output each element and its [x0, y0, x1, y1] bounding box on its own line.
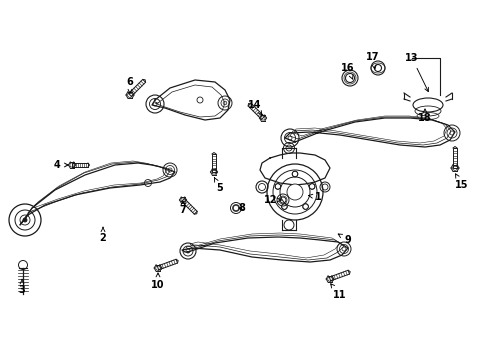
Polygon shape	[289, 117, 450, 145]
Circle shape	[275, 184, 280, 189]
Text: 6: 6	[126, 77, 133, 93]
Polygon shape	[182, 237, 347, 262]
Text: 15: 15	[454, 174, 468, 190]
Circle shape	[281, 204, 286, 210]
Polygon shape	[20, 163, 175, 225]
Polygon shape	[128, 80, 145, 96]
Text: 12: 12	[264, 195, 281, 205]
Polygon shape	[28, 162, 170, 213]
Polygon shape	[185, 235, 343, 260]
Text: 17: 17	[366, 52, 379, 69]
Text: 18: 18	[417, 109, 431, 123]
Circle shape	[292, 171, 297, 177]
Polygon shape	[247, 103, 264, 120]
Polygon shape	[152, 80, 229, 120]
Polygon shape	[72, 163, 88, 167]
Polygon shape	[328, 270, 349, 281]
Text: 9: 9	[338, 234, 351, 245]
Text: 7: 7	[179, 201, 186, 215]
Text: 5: 5	[214, 177, 223, 193]
Polygon shape	[285, 118, 454, 147]
Polygon shape	[181, 199, 197, 214]
Text: 4: 4	[54, 160, 68, 170]
Polygon shape	[293, 116, 446, 143]
Circle shape	[23, 218, 27, 222]
Polygon shape	[260, 153, 329, 185]
Polygon shape	[157, 259, 177, 270]
Text: 1: 1	[308, 192, 321, 202]
Text: 8: 8	[238, 203, 245, 213]
Polygon shape	[32, 161, 167, 208]
Polygon shape	[190, 233, 339, 258]
Text: 14: 14	[248, 100, 262, 115]
Text: 10: 10	[151, 273, 164, 290]
Text: 16: 16	[341, 63, 354, 79]
Text: 11: 11	[330, 284, 346, 300]
Polygon shape	[452, 148, 456, 168]
Circle shape	[302, 204, 308, 210]
Text: 13: 13	[405, 53, 427, 91]
Text: 2: 2	[100, 227, 106, 243]
Text: 3: 3	[19, 279, 25, 295]
Polygon shape	[212, 154, 216, 172]
Circle shape	[309, 184, 314, 189]
Polygon shape	[155, 85, 224, 117]
Circle shape	[286, 184, 303, 200]
